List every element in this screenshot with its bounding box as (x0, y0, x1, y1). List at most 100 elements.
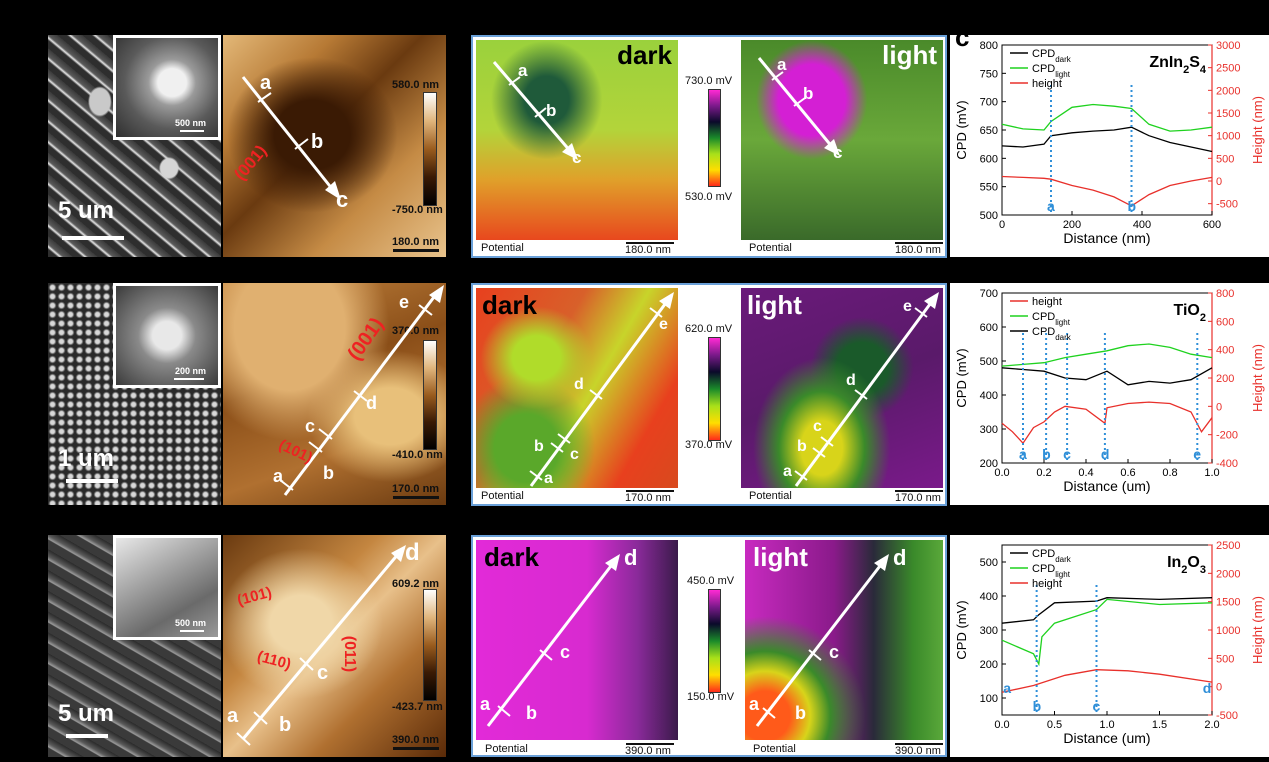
kpfm-dark-point-b: b (526, 703, 537, 723)
kpfm-dark-point-c: c (560, 642, 571, 662)
y-tick-label: 600 (980, 153, 998, 165)
kpfm-dark-point-b: b (534, 438, 544, 455)
kpfm-light-point-a: a (777, 55, 787, 74)
y-tick-label: 200 (980, 458, 998, 470)
y2-tick-label: 200 (1216, 373, 1234, 385)
chart-svg-0: 0 200 400 600500550600650700750800-50005001… (954, 40, 1265, 246)
y-tick-label: 400 (980, 591, 998, 603)
afm-facet-label-3: (011) (341, 635, 359, 673)
x-tick-label: 400 (1133, 219, 1151, 231)
kpfm-dark-point-b: b (546, 101, 557, 120)
x-tick-label: 0.0 (994, 719, 1009, 731)
corner-label-a: a (1003, 680, 1011, 696)
legend-label: CPDdark (1032, 326, 1072, 342)
kpfm-dark-point-a: a (544, 470, 553, 487)
kpfm-colorbar-top: 730.0 mV (685, 75, 733, 87)
x-tick-label: 0.4 (1078, 467, 1093, 479)
y2-tick-label: 2500 (1216, 540, 1240, 552)
y2-tick-label: 600 (1216, 316, 1234, 328)
series-height (1001, 669, 1213, 693)
chart-title: TiO2 (1174, 302, 1207, 324)
sem-inset-row2: 200 nm (113, 283, 221, 388)
x-axis-label: Distance (um) (1063, 730, 1150, 746)
kpfm-light-footer: Potential (749, 242, 792, 254)
y2-tick-label: 1500 (1216, 108, 1240, 120)
kpfm-dark-title: dark (617, 40, 672, 70)
kpfm-panel-row3: dark a b c d Potential 390.0 nm 450.0 mV… (471, 535, 947, 757)
afm-point-c: c (305, 416, 316, 436)
afm-colorbar (423, 340, 437, 450)
kpfm-colorbar-top: 450.0 mV (687, 575, 735, 587)
y-tick-label: 100 (980, 693, 998, 705)
afm-point-a: a (273, 466, 284, 486)
y2-tick-label: 1000 (1216, 131, 1240, 143)
afm-bottom-label: -423.7 nm (392, 701, 443, 713)
kpfm-light-point-c: c (833, 143, 843, 162)
afm-point-d: d (366, 393, 377, 413)
kpfm-light-scale-bar (895, 743, 943, 745)
legend-label: CPDlight (1032, 311, 1071, 327)
y2-tick-label: -400 (1216, 458, 1238, 470)
marker-label-d: d (1101, 446, 1110, 462)
afm-scale-label: 170.0 nm (392, 483, 440, 495)
series-CPDdark (1001, 367, 1213, 386)
chart-panel-row1: 0 200 400 600 500 550 600 650 700 750 800 -500 0 500 1… (950, 35, 1269, 257)
afm-bottom-label: -750.0 nm (392, 204, 443, 216)
kpfm-colorbar-bottom: 150.0 mV (687, 691, 735, 703)
inset-scale-label: 200 nm (174, 366, 206, 376)
afm-top-label: 580.0 nm (392, 79, 440, 91)
sem-scale-bar (66, 734, 108, 738)
sem-image-row3: 500 nm 5 um (48, 535, 221, 757)
afm-point-e: e (399, 292, 410, 312)
y-tick-label: 300 (980, 424, 998, 436)
x-tick-label: 1.5 (1152, 719, 1167, 731)
y2-tick-label: 400 (1216, 345, 1234, 357)
legend-label: CPDlight (1032, 563, 1071, 579)
kpfm-dark-title: dark (482, 290, 537, 320)
y2-axis-label: Height (nm) (1250, 596, 1265, 664)
afm-profile-line-row3 (236, 545, 406, 746)
kpfm-colorbar-bottom: 370.0 mV (685, 439, 733, 451)
sem-scale-bar (62, 236, 124, 240)
kpfm-light-point-e: e (903, 298, 912, 315)
x-tick-label: 1.0 (1204, 467, 1219, 479)
y2-tick-label: 0 (1216, 401, 1222, 413)
kpfm-colorbar (708, 589, 721, 693)
kpfm-colorbar (708, 337, 721, 441)
chart-title: In2O3 (1167, 554, 1206, 576)
kpfm-profile-line-dark-row3 (486, 554, 620, 727)
kpfm-light-title: light (753, 542, 808, 572)
x-tick-label: 0.0 (994, 467, 1009, 479)
legend-label: CPDdark (1032, 48, 1072, 64)
series-CPDlight (1001, 103, 1213, 132)
y2-tick-label: 0 (1216, 176, 1222, 188)
inset-scale-label: 500 nm (174, 118, 206, 128)
kpfm-light-point-b: b (797, 438, 807, 455)
marker-label-b: b (1042, 446, 1051, 462)
kpfm-light-map-row3: light a b c d (745, 540, 943, 740)
kpfm-dark-point-c: c (570, 446, 579, 463)
kpfm-light-point-d: d (846, 372, 856, 389)
kpfm-light-point-b: b (795, 703, 806, 723)
kpfm-colorbar-top: 620.0 mV (685, 323, 733, 335)
marker-label-b: b (1033, 698, 1042, 714)
kpfm-light-point-a: a (749, 694, 760, 714)
kpfm-panel-row2: dark a b c d e Potential 170.0 nm 620.0 … (471, 283, 947, 506)
x-axis-label: Distance (um) (1063, 478, 1150, 494)
kpfm-light-footer: Potential (753, 743, 796, 755)
afm-image-row1: 580.0 nm -750.0 nm 180.0 nm a b c (001) (223, 35, 446, 257)
chart-title: ZnIn2S4 (1149, 54, 1207, 76)
legend-label: CPDlight (1032, 63, 1071, 79)
y2-tick-label: 0 (1216, 682, 1222, 694)
chart-panel-row2: 0.0 0.2 0.4 0.6 0.8 1.0 200 300 400 500 600 700 -400… (950, 283, 1269, 505)
kpfm-light-scale-bar (895, 490, 943, 492)
afm-top-label: 609.2 nm (392, 578, 440, 590)
chart-panel-row3: 0.0 0.5 1.0 1.5 2.0 100 200 300 400 500 -500 0 500 10… (950, 535, 1269, 757)
kpfm-dark-point-d: d (624, 545, 638, 570)
kpfm-dark-map-row1: dark a b c (476, 40, 678, 240)
kpfm-light-title: light (882, 40, 937, 70)
y-tick-label: 600 (980, 322, 998, 334)
x-axis-label: Distance (nm) (1063, 230, 1150, 246)
kpfm-light-footer: Potential (749, 490, 792, 502)
y2-tick-label: 2500 (1216, 63, 1240, 75)
